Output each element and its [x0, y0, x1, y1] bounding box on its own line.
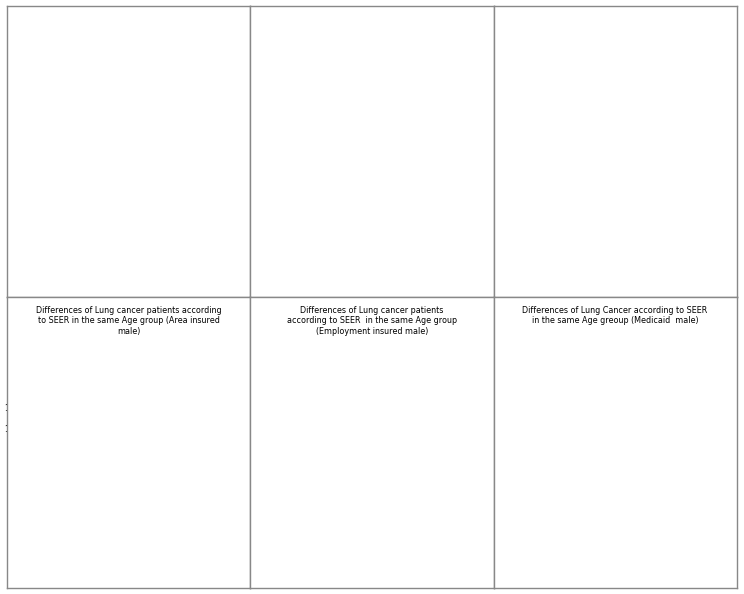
Bar: [78, 429, 103, 437]
Bar: [519, 429, 544, 435]
Bar: [411, 516, 435, 536]
Bar: [519, 435, 544, 494]
Bar: [123, 429, 147, 440]
Bar: [366, 435, 391, 482]
Bar: [78, 491, 103, 521]
Legend: Localized, Regional, Distant, Unknown: Localized, Regional, Distant, Unknown: [536, 567, 695, 574]
Bar: [167, 429, 192, 440]
Bar: [212, 445, 237, 493]
Bar: [366, 429, 391, 435]
Bar: [33, 523, 58, 536]
Bar: [33, 496, 58, 523]
Bar: [277, 435, 301, 486]
Bar: [564, 521, 589, 536]
Legend: Localized, Regional, Distant, Unknown: Localized, Regional, Distant, Unknown: [292, 567, 452, 574]
Bar: [411, 429, 435, 441]
Bar: [33, 429, 58, 438]
Bar: [609, 442, 633, 485]
Bar: [698, 429, 722, 454]
Bar: [321, 435, 346, 482]
Bar: [653, 486, 678, 517]
Bar: [519, 494, 544, 520]
Bar: [653, 429, 678, 446]
Bar: [653, 517, 678, 536]
Bar: [321, 429, 346, 435]
Bar: [277, 511, 301, 536]
Bar: [321, 482, 346, 512]
Bar: [609, 429, 633, 442]
Bar: [698, 492, 722, 516]
Bar: [78, 437, 103, 491]
Bar: [33, 438, 58, 496]
Bar: [653, 446, 678, 486]
Bar: [321, 512, 346, 536]
Legend: Localized, Regional, Distant, Unknown: Localized, Regional, Distant, Unknown: [49, 567, 208, 574]
Bar: [167, 490, 192, 522]
Bar: [366, 482, 391, 516]
Bar: [277, 486, 301, 511]
Bar: [698, 516, 722, 536]
Bar: [167, 440, 192, 490]
Bar: [123, 520, 147, 536]
Bar: [564, 441, 589, 491]
Bar: [609, 519, 633, 536]
Bar: [167, 522, 192, 536]
Bar: [455, 429, 480, 446]
Text: Differences of Lung Cancer according to SEER
in the same Age greoup (Medicaid  m: Differences of Lung Cancer according to …: [522, 306, 708, 325]
Bar: [212, 516, 237, 536]
Bar: [698, 454, 722, 492]
Bar: [564, 491, 589, 521]
Text: Differences of Lung cancer patients
according to SEER  in the same Age group
(Em: Differences of Lung cancer patients acco…: [287, 306, 457, 336]
Bar: [277, 429, 301, 435]
Bar: [123, 485, 147, 520]
Text: Differences of Lung cancer patients according
to SEER in the same Age group (Are: Differences of Lung cancer patients acco…: [36, 306, 222, 336]
Bar: [519, 520, 544, 536]
Bar: [123, 440, 147, 485]
Bar: [78, 521, 103, 536]
Bar: [609, 485, 633, 519]
Bar: [455, 490, 480, 519]
Bar: [564, 429, 589, 441]
Bar: [411, 441, 435, 485]
Bar: [455, 446, 480, 490]
Bar: [366, 516, 391, 536]
Bar: [411, 485, 435, 516]
Bar: [455, 519, 480, 536]
Bar: [212, 493, 237, 516]
Bar: [212, 429, 237, 445]
